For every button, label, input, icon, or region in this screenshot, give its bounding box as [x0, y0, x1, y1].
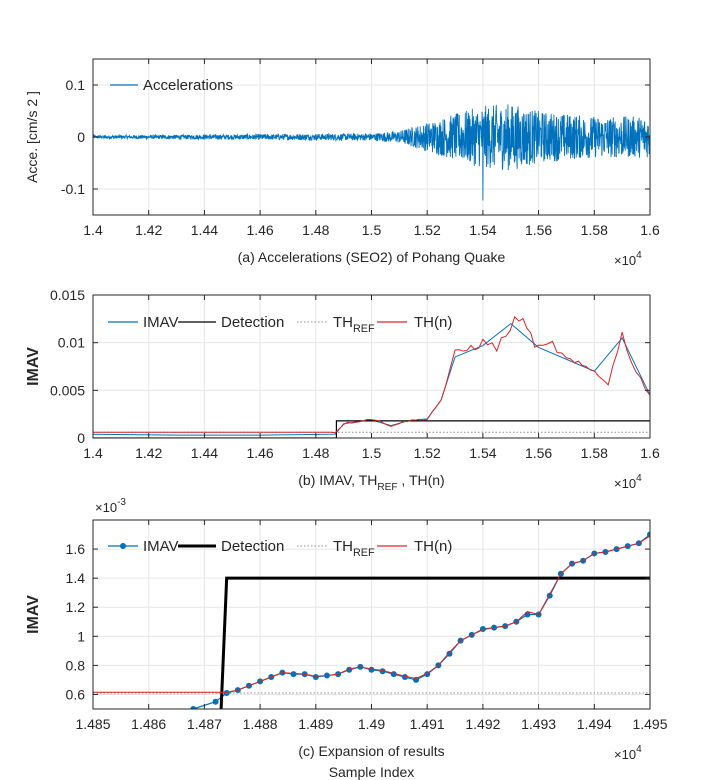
panel-c-legend-0-label: IMAV — [143, 538, 179, 555]
panel-c-xtick-label: 1.487 — [187, 716, 222, 732]
panel-c-series-imav-point — [446, 650, 453, 657]
panel-c-ytick-label: 0.6 — [66, 686, 86, 702]
panel-a-xtick-label: 1.5 — [362, 222, 382, 238]
panel-b-xtick-label: 1.44 — [191, 445, 218, 461]
panel-c-ytick-label: 1.6 — [66, 541, 86, 557]
panel-a-xtick-label: 1.46 — [246, 222, 273, 238]
panel-c-group: 1.485 1.486 1.487 1.488 1.489 1.49 1.491 1.492 1… — [25, 497, 668, 780]
panel-c-legend-3-label: TH(n) — [414, 538, 452, 555]
panel-c-series-imav-point — [290, 671, 297, 678]
panel-c-xtick-label: 1.494 — [577, 716, 612, 732]
panel-a-xtick-label: 1.44 — [191, 222, 218, 238]
panel-b-x-multiplier: ×104 — [614, 473, 642, 491]
panel-a-xtick-label: 1.58 — [581, 222, 608, 238]
panel-b-legend-1-label: Detection — [221, 314, 284, 331]
panel-b-legend-3-label: TH(n) — [414, 314, 452, 331]
panel-b-xtick-label: 1.48 — [302, 445, 329, 461]
panel-a-ytick-label: 0.1 — [66, 77, 86, 93]
panel-c-legend-2-label: THREF — [333, 538, 375, 559]
panel-c-legend-0-swatch-marker — [120, 543, 126, 549]
panel-c-series-imav-point — [312, 674, 319, 681]
panel-c-xtick-label: 1.488 — [243, 716, 278, 732]
panel-a-xtick-label: 1.54 — [469, 222, 496, 238]
panel-b-ytick-label: 0.01 — [58, 335, 85, 351]
panel-a-x-multiplier: ×104 — [614, 250, 642, 268]
panel-c-ytick-label: 1.2 — [66, 599, 86, 615]
panel-a-xtick-label: 1.48 — [302, 222, 329, 238]
panel-c-series-imav-point — [190, 706, 197, 709]
panel-c-ytick-label: 0.8 — [66, 657, 86, 673]
panel-c-series-th-n- — [93, 535, 650, 693]
panel-c-legend-1-label: Detection — [221, 538, 284, 555]
panel-a-series-accelerations — [93, 104, 650, 201]
panel-b-ytick-label: 0.015 — [50, 287, 85, 303]
panel-b-xtick-label: 1.46 — [246, 445, 273, 461]
panel-c-ylabel: IMAV — [25, 595, 42, 634]
panel-b-xtick-label: 1.4 — [83, 445, 103, 461]
panel-a-xtick-label: 1.4 — [83, 222, 103, 238]
panel-c-y-multiplier: ×10-3 — [95, 497, 126, 515]
panel-b-ylabel: IMAV — [25, 347, 42, 386]
panel-b-series-group — [93, 316, 650, 438]
panel-b-xtick-label: 1.54 — [469, 445, 496, 461]
panel-a-legend-label: Accelerations — [143, 77, 233, 94]
panel-a-xtick-label: 1.52 — [414, 222, 441, 238]
panel-b-xtick-label: 1.58 — [581, 445, 608, 461]
panel-b-series-th-n- — [93, 316, 650, 434]
panel-c-series-group — [93, 531, 650, 709]
panel-c-xlabel-2: Sample Index — [329, 764, 415, 780]
panel-a-xtick-label: 1.56 — [525, 222, 552, 238]
panel-c-series-imav-point — [379, 668, 386, 675]
panel-c-xtick-label: 1.489 — [298, 716, 333, 732]
panel-c-ytick-label: 1.4 — [66, 570, 86, 586]
panel-b-xtick-label: 1.6 — [640, 445, 660, 461]
panel-b-legend-0-label: IMAV — [143, 314, 179, 331]
panel-b-xlabel: (b) IMAV, THREF , TH(n) — [298, 472, 444, 493]
panel-a-xlabel: (a) Accelerations (SEO2) of Pohang Quake — [238, 249, 506, 265]
panel-a-xtick-label: 1.42 — [135, 222, 162, 238]
panel-b-xtick-label: 1.5 — [362, 445, 382, 461]
panel-c-series-imav-point — [212, 698, 219, 705]
panel-b-series-detection — [93, 420, 650, 438]
panel-a-ytick-label: 0 — [77, 129, 85, 145]
panel-b-xtick-label: 1.56 — [525, 445, 552, 461]
panel-b-legend-2-label: THREF — [333, 314, 375, 335]
panel-a-ytick-label: -0.1 — [61, 181, 85, 197]
panel-b-xtick-label: 1.52 — [414, 445, 441, 461]
panel-b-ytick-label: 0 — [77, 430, 85, 446]
panel-c-xtick-label: 1.495 — [632, 716, 667, 732]
panel-a-group: 1.4 1.42 1.44 1.46 1.48 1.5 1.52 1.54 1.56 1.58 1.… — [24, 58, 660, 268]
panel-c-xtick-label: 1.486 — [131, 716, 166, 732]
panel-c-xtick-label: 1.485 — [75, 716, 110, 732]
panel-c-xtick-label: 1.493 — [521, 716, 556, 732]
panel-c-ytick-label: 1 — [77, 628, 85, 644]
panel-c-xtick-label: 1.49 — [358, 716, 385, 732]
panel-c-xtick-label: 1.491 — [410, 716, 445, 732]
panel-c-xlabel: (c) Expansion of results — [298, 743, 444, 759]
panel-b-xtick-label: 1.42 — [135, 445, 162, 461]
panel-b-group: 1.4 1.42 1.44 1.46 1.48 1.5 1.52 1.54 1.56 1.58 1.… — [25, 287, 660, 491]
panel-b-ytick-label: 0.005 — [50, 382, 85, 398]
panel-a-series-group — [93, 104, 650, 201]
panel-c-series-detection — [219, 576, 650, 709]
panel-c-xtick-label: 1.492 — [465, 716, 500, 732]
panel-a-ylabel: Acce. [cm/s 2 ] — [24, 91, 40, 183]
panel-a-xtick-label: 1.6 — [640, 222, 660, 238]
panel-c-x-multiplier: ×104 — [614, 744, 642, 762]
